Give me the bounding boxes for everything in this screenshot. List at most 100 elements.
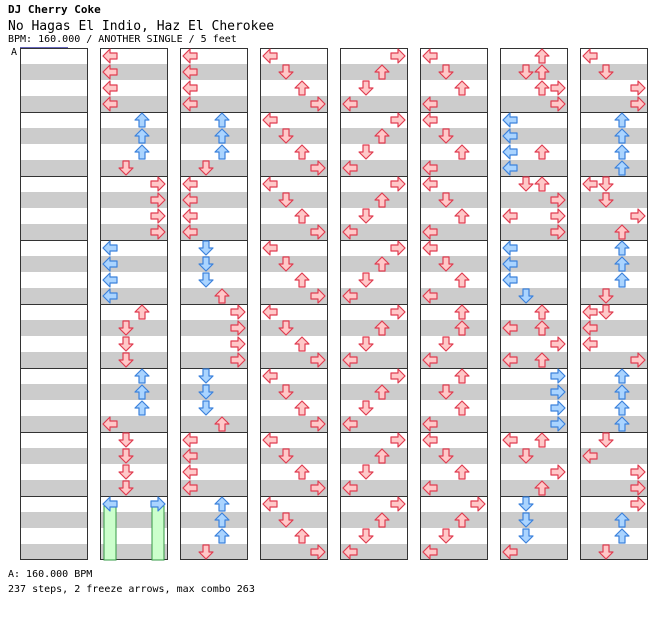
stripe [260,128,328,144]
arrow-up-icon [454,80,470,96]
stripe [420,64,488,80]
arrow-right-icon [630,480,646,496]
stripe [180,480,248,496]
stripe [580,416,648,432]
arrow-right-icon [310,96,326,112]
stripe [180,416,248,432]
arrow-left-icon [502,432,518,448]
arrow-up-icon [134,112,150,128]
arrow-right-icon [550,80,566,96]
stripe [20,160,88,176]
stripe [340,160,408,176]
stripe [340,384,408,400]
arrow-down-icon [358,528,374,544]
stripe [500,64,568,80]
step-stats: 237 steps, 2 freeze arrows, max combo 26… [8,584,255,595]
stripe [260,544,328,560]
arrow-right-icon [630,208,646,224]
arrow-up-icon [614,224,630,240]
stripe [180,64,248,80]
stripe [260,192,328,208]
arrow-right-icon [390,48,406,64]
stripe [20,64,88,80]
arrow-left-icon [102,96,118,112]
stripe [100,512,168,528]
arrow-up-icon [614,160,630,176]
stripe [580,64,648,80]
arrow-right-icon [230,352,246,368]
artist-name: DJ Cherry Coke [8,3,101,16]
arrow-up-icon [614,368,630,384]
arrow-left-icon [422,240,438,256]
stripe [420,480,488,496]
stripe [20,352,88,368]
arrow-up-icon [614,384,630,400]
arrow-up-icon [454,320,470,336]
arrow-left-icon [102,256,118,272]
stripe [580,288,648,304]
stripe [500,192,568,208]
arrow-down-icon [278,64,294,80]
arrow-down-icon [358,272,374,288]
stripe [580,192,648,208]
arrow-left-icon [262,176,278,192]
stripe [420,160,488,176]
arrow-down-icon [278,256,294,272]
arrow-up-icon [134,384,150,400]
arrow-down-icon [278,448,294,464]
arrow-up-icon [134,144,150,160]
arrow-left-icon [422,352,438,368]
arrow-right-icon [310,160,326,176]
stripe [100,256,168,272]
stripe [180,256,248,272]
arrow-down-icon [438,64,454,80]
arrow-left-icon [342,96,358,112]
arrow-up-icon [534,320,550,336]
arrow-left-icon [422,48,438,64]
arrow-up-icon [454,304,470,320]
stripe [420,192,488,208]
arrow-left-icon [102,288,118,304]
stripe [20,416,88,432]
arrow-right-icon [550,208,566,224]
arrow-left-icon [182,80,198,96]
arrow-up-icon [614,240,630,256]
arrow-down-icon [278,320,294,336]
arrow-up-icon [214,288,230,304]
arrow-left-icon [262,112,278,128]
arrow-left-icon [582,176,598,192]
stripe [180,448,248,464]
arrow-left-icon [502,352,518,368]
stripe [580,352,648,368]
stripe [180,320,248,336]
arrow-down-icon [438,384,454,400]
chart-column [420,48,488,560]
arrow-down-icon [118,432,134,448]
arrow-down-icon [358,208,374,224]
arrow-right-icon [630,352,646,368]
arrow-left-icon [342,480,358,496]
stripe [260,320,328,336]
arrow-up-icon [534,64,550,80]
arrow-down-icon [518,496,534,512]
arrow-right-icon [390,112,406,128]
arrow-down-icon [118,160,134,176]
arrow-up-icon [454,144,470,160]
arrow-up-icon [134,304,150,320]
stripe [260,96,328,112]
arrow-down-icon [598,288,614,304]
arrow-left-icon [422,112,438,128]
arrow-right-icon [550,192,566,208]
arrow-left-icon [342,544,358,560]
arrow-left-icon [182,432,198,448]
stripe [420,288,488,304]
arrow-up-icon [614,128,630,144]
stripe [420,448,488,464]
arrow-right-icon [630,496,646,512]
stripe [420,512,488,528]
arrow-up-icon [534,432,550,448]
stripe [100,128,168,144]
stripe [100,384,168,400]
stripe [340,480,408,496]
